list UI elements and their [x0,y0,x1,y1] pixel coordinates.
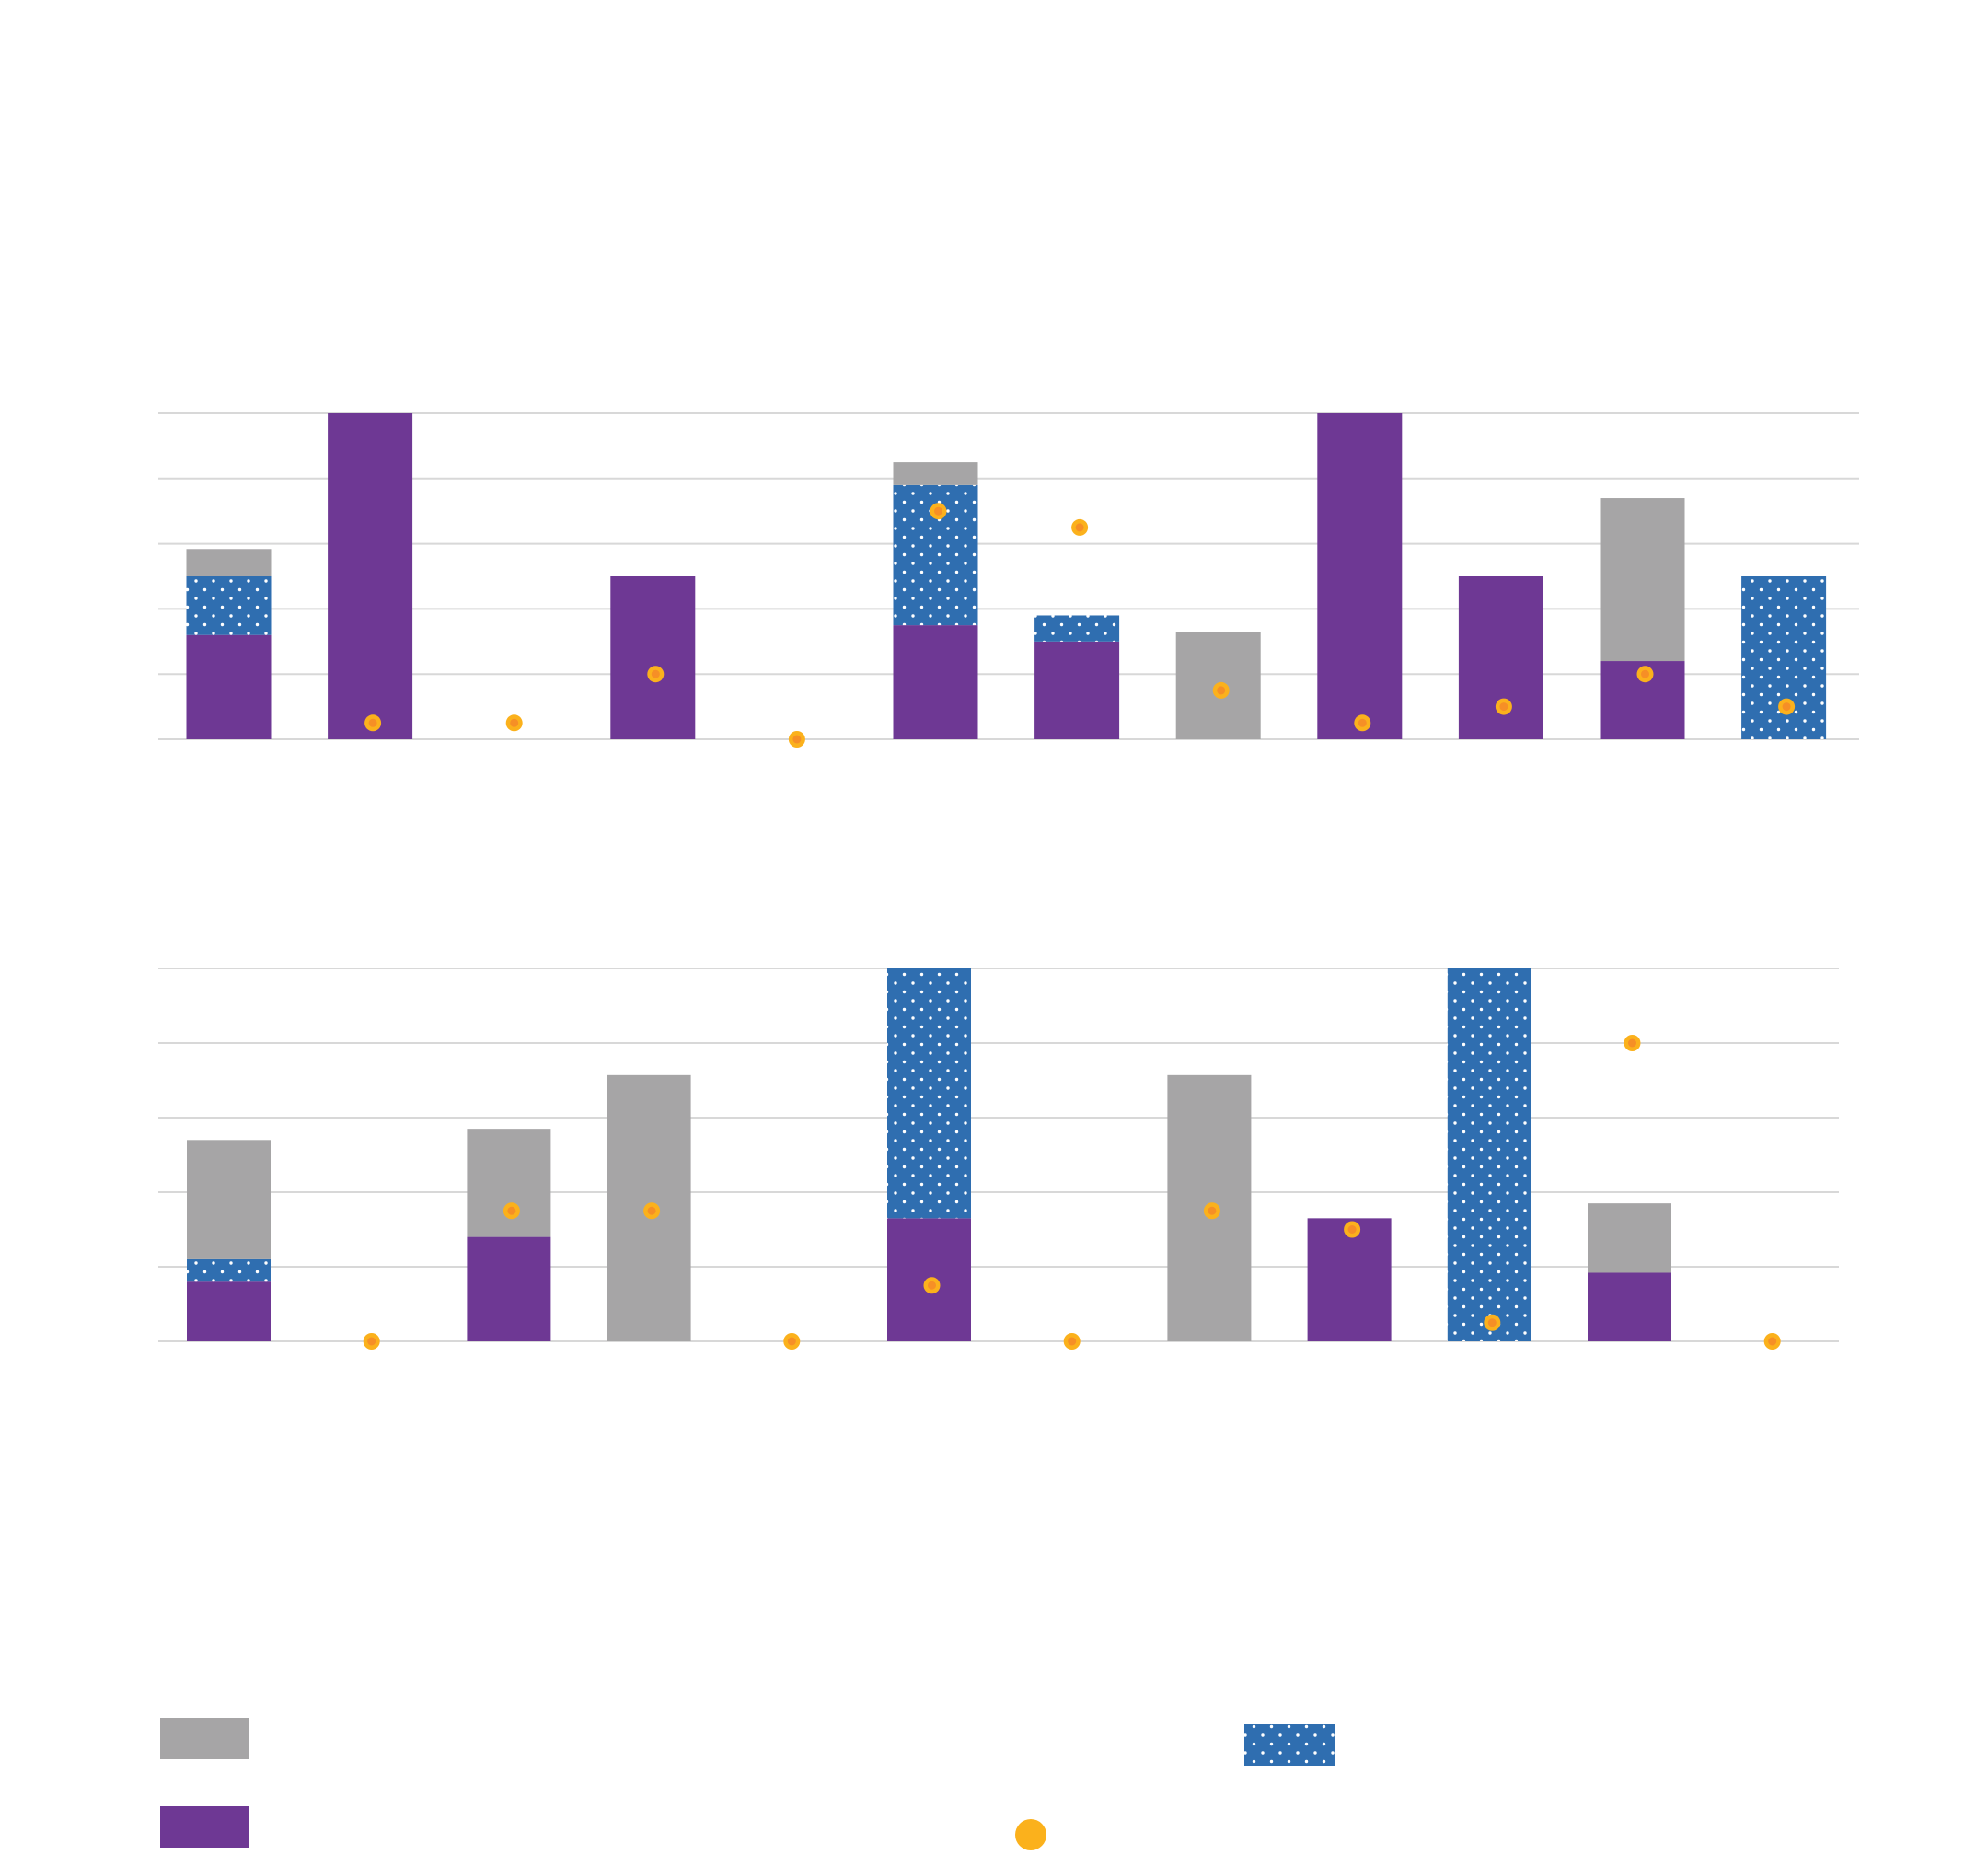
scatter-point [923,1277,941,1294]
scatter-point [1203,1202,1220,1220]
bar-segment-purple [1317,413,1403,739]
scatter-point [1636,666,1654,683]
scatter-point-inner [792,735,802,744]
bar-segment-purple [467,1236,551,1341]
scatter-point [643,1202,661,1220]
scatter-point [363,1333,380,1350]
scatter-point [647,666,665,683]
scatter-point-inner [1208,1206,1217,1215]
legend-item-dot [1015,1819,1046,1850]
scatter-point-inner [367,1337,376,1346]
scatter-point-inner [368,718,377,727]
scatter-point-inner [1628,1038,1636,1048]
bar-segment-gray [467,1129,551,1237]
scatter-point-inner [510,718,519,727]
scatter-point [1344,1221,1361,1238]
scatter-point [1495,698,1512,715]
chart-top [158,412,1859,748]
bar-segment-gray [186,549,272,576]
scatter-point [930,503,947,520]
bar-segment-blue [887,968,971,1219]
bar-segment-gray [187,1140,271,1259]
marker-yellow-dot-icon [1015,1819,1046,1850]
scatter-point [1212,681,1230,699]
scatter-point-inner [1068,1337,1077,1346]
bar-segment-gray [893,462,978,485]
bar-segment-blue [1447,968,1531,1341]
scatter-point-inner [1487,1318,1497,1327]
bar-segment-blue [1741,576,1827,739]
scatter-point [788,731,805,748]
scatter-point-inner [1075,523,1084,532]
legend-item-purple [160,1806,249,1848]
swatch-purple-icon [160,1806,249,1848]
scatter-point-inner [647,1206,656,1215]
legend [160,1718,1335,1850]
scatter-point-inner [928,1281,936,1290]
bar-segment-blue [1034,615,1120,642]
scatter-point [505,714,523,732]
scatter-point-inner [787,1337,796,1346]
scatter-point [1763,1333,1781,1350]
scatter-point [364,714,382,732]
scatter-point-inner [1782,702,1791,712]
scatter-point-inner [1768,1337,1777,1346]
bar-segment-purple [1588,1272,1671,1341]
scatter-point [1063,1333,1081,1350]
bar-segment-gray [1588,1203,1671,1273]
bar-segment-gray [1600,498,1685,662]
scatter-point-inner [1499,702,1508,712]
scatter-point-inner [507,1206,516,1215]
scatter-point [1624,1035,1641,1051]
scatter-point [1484,1314,1501,1331]
bar-segment-purple [1034,641,1120,739]
bar-segment-blue [186,576,272,635]
bar-segment-purple [610,576,696,739]
scatter-point [1778,698,1796,715]
bar-segment-purple [893,625,978,739]
chart-bottom [158,968,1839,1350]
scatter-point [783,1333,801,1350]
bar-segment-purple [328,413,413,739]
bar-segment-purple [1307,1218,1392,1341]
swatch-gray-icon [160,1718,249,1759]
bar-segment-purple [1458,576,1543,739]
scatter-point-inner [934,506,942,516]
scatter-point [503,1202,520,1220]
swatch-blue-dotted-icon [1244,1724,1335,1766]
scatter-point-inner [651,669,660,678]
scatter-point [1354,714,1371,732]
bar-segment-blue [187,1258,271,1282]
scatter-point-inner [1217,686,1226,695]
scatter-point-inner [1641,669,1649,678]
bar-segment-purple [186,634,272,739]
legend-item-blue [1244,1724,1335,1766]
legend-item-gray [160,1718,249,1759]
scatter-point-inner [1347,1225,1357,1234]
bar-segment-purple [187,1281,271,1341]
scatter-point-inner [1358,718,1367,727]
scatter-point [1071,518,1089,536]
